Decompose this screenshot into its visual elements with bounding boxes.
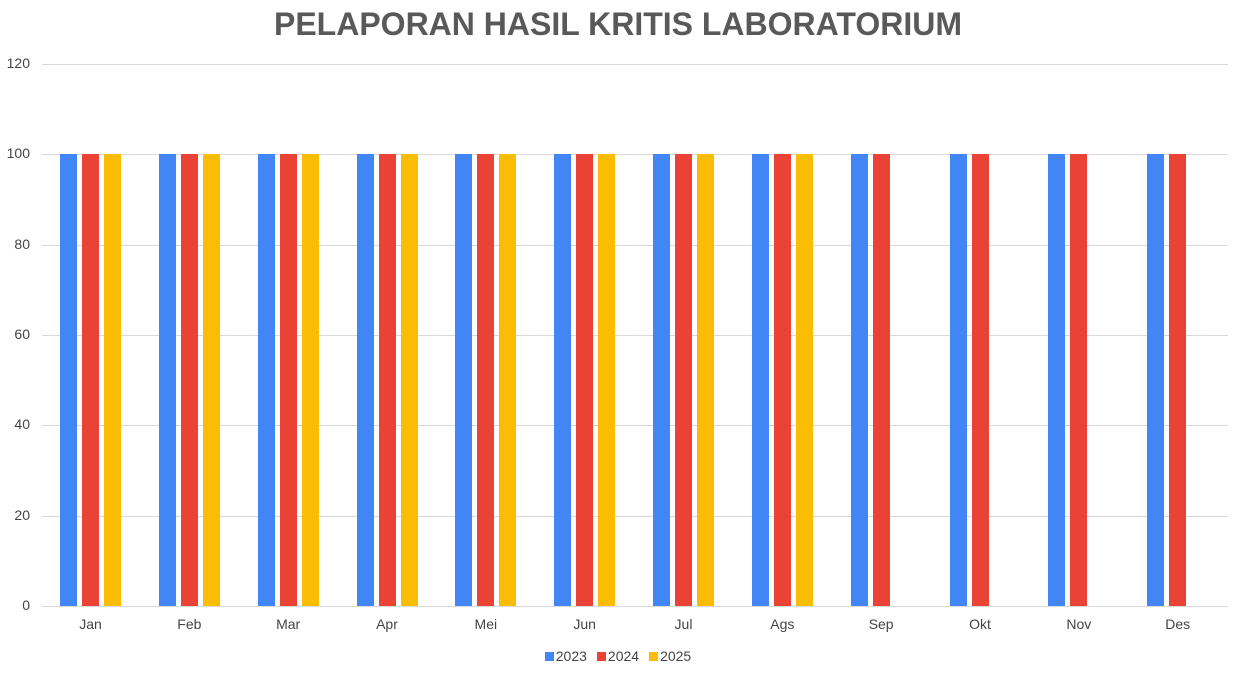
bar-2024-Jun [576, 154, 594, 606]
y-tick-label: 120 [6, 55, 30, 71]
bar-2025-Jul [697, 154, 714, 606]
legend-swatch-icon [649, 651, 659, 661]
x-tick-label: Ags [770, 616, 795, 632]
gridline [42, 244, 1228, 246]
bar-2023-Sep [850, 154, 868, 606]
y-tick-label: 20 [14, 506, 30, 523]
x-tick-label: Okt [969, 616, 991, 632]
legend-label: 2024 [607, 648, 640, 664]
bar-2025-Mei [499, 154, 517, 606]
legend: 2023 2024 2025 [0, 648, 1236, 664]
bar-2025-Jan [104, 154, 121, 606]
legend-label: 2025 [660, 648, 692, 664]
gridline [42, 425, 1228, 427]
x-tick-label: Jun [573, 616, 596, 632]
bar-2023-Ags [751, 154, 769, 606]
x-tick-label: Feb [177, 616, 202, 632]
bar-2023-Jun [554, 154, 572, 606]
y-tick-label: 100 [6, 145, 30, 162]
bar-2024-Jul [675, 154, 692, 606]
bar-2025-Ags [795, 154, 813, 606]
y-tick-label: 0 [22, 597, 30, 613]
bar-2023-Mar [257, 154, 275, 606]
x-tick-label: Nov [1066, 616, 1092, 632]
bar-2024-Sep [872, 154, 890, 606]
x-tick-label: Jul [674, 616, 693, 632]
legend-label: 2023 [555, 648, 587, 664]
bar-2025-Jun [598, 154, 616, 606]
bar-2023-Okt [949, 154, 967, 606]
bar-2023-Mei [455, 154, 473, 606]
x-tick-label: Mei [474, 616, 498, 632]
bar-2024-Jan [82, 154, 99, 606]
x-tick-label: Mar [276, 616, 301, 632]
bar-2023-Jan [60, 154, 77, 606]
plot-area [42, 64, 1228, 607]
bar-2024-Mar [279, 154, 297, 606]
x-tick-label: Sep [868, 616, 894, 632]
bar-2024-Okt [971, 154, 989, 606]
legend-swatch-icon [596, 651, 606, 661]
bar-2023-Jul [653, 154, 670, 606]
bar-2023-Feb [158, 154, 176, 606]
bar-2023-Nov [1048, 154, 1066, 606]
y-tick-label: 80 [14, 235, 30, 252]
bar-2024-Nov [1070, 154, 1088, 606]
bar-2025-Apr [400, 154, 418, 606]
chart-title: PELAPORAN HASIL KRITIS LABORATORIUM [273, 6, 962, 42]
bar-2024-Des [1169, 154, 1187, 606]
x-tick-label: Jan [79, 616, 102, 632]
y-tick-label: 60 [14, 326, 30, 342]
legend-item-2025: 2025 [649, 648, 691, 664]
gridline [42, 335, 1228, 336]
x-tick-label: Des [1165, 616, 1191, 632]
legend-swatch-icon [544, 651, 554, 661]
legend-item-2023: 2023 [544, 648, 587, 664]
bar-2025-Mar [301, 154, 319, 606]
gridline [42, 515, 1228, 517]
y-tick-label: 40 [14, 416, 30, 433]
gridline [42, 64, 1228, 65]
bar-2024-Ags [773, 154, 791, 606]
gridline [42, 606, 1228, 607]
bar-2024-Mei [477, 154, 495, 606]
bar-2024-Feb [180, 154, 198, 606]
legend-item-2024: 2024 [596, 648, 640, 664]
bar-2023-Des [1147, 154, 1165, 606]
bar-2024-Apr [378, 154, 396, 606]
x-tick-label: Apr [376, 616, 398, 632]
bar-2025-Feb [202, 154, 220, 606]
gridline [42, 154, 1228, 156]
bar-2023-Apr [356, 154, 374, 606]
